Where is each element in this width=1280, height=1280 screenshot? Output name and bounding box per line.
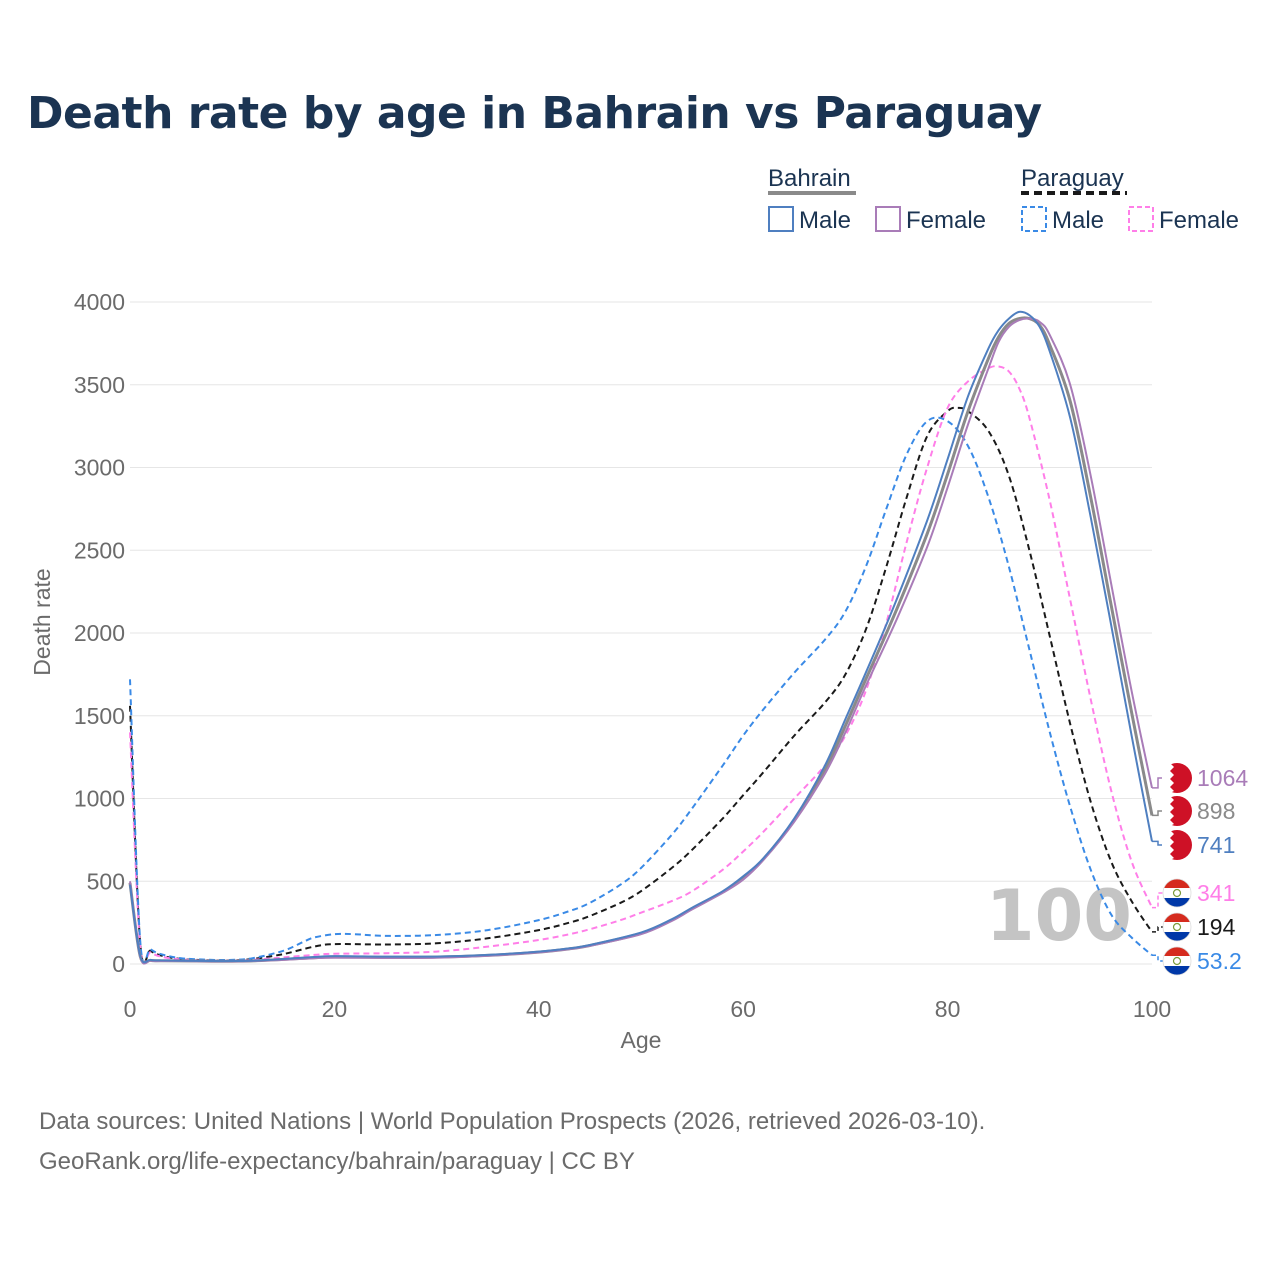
legend-swatch-paraguay-female xyxy=(1128,206,1154,232)
y-axis-ticks: 0 500 1000 1500 2000 2500 3000 3500 4000 xyxy=(74,289,125,977)
bahrain-flag-icon xyxy=(1162,763,1192,793)
x-tick-label: 0 xyxy=(124,996,137,1022)
end-label-value: 53.2 xyxy=(1197,948,1242,974)
series-lines xyxy=(128,310,1154,965)
paraguay-flag-icon xyxy=(1162,946,1192,976)
source-line: Data sources: United Nations | World Pop… xyxy=(39,1108,986,1135)
y-tick-label: 1500 xyxy=(74,703,125,729)
legend-group-label: Bahrain xyxy=(768,165,851,192)
end-label-value: 194 xyxy=(1197,914,1236,940)
y-tick-label: 4000 xyxy=(74,289,125,315)
y-tick-label: 2000 xyxy=(74,620,125,646)
legend-item-label: Female xyxy=(1159,207,1239,234)
y-tick-label: 3000 xyxy=(74,455,125,481)
series-line-paraguay-female xyxy=(129,365,1153,965)
end-label-connector xyxy=(1152,810,1164,817)
bahrain-flag-icon xyxy=(1162,796,1192,826)
legend-group-label: Paraguay xyxy=(1021,165,1124,192)
x-axis-label: Age xyxy=(621,1027,662,1053)
end-label-value: 1064 xyxy=(1197,765,1248,791)
paraguay-flag-icon xyxy=(1162,912,1192,942)
legend-swatch-bahrain-male xyxy=(768,206,794,232)
legend-item-label: Male xyxy=(1052,207,1104,234)
series-line-paraguay-male xyxy=(129,416,1153,964)
end-label-connector xyxy=(1152,840,1164,846)
series-line-bahrain-male xyxy=(129,310,1153,964)
x-axis-ticks: 0 20 40 60 80 100 xyxy=(124,996,1172,1022)
legend-swatch-bahrain-female xyxy=(875,206,901,232)
end-label-value: 341 xyxy=(1197,880,1235,906)
end-label-connector xyxy=(1152,777,1164,789)
page-title: Death rate by age in Bahrain vs Paraguay xyxy=(27,88,1042,139)
end-label-connector xyxy=(1152,892,1164,909)
legend-group-paraguay: Paraguay Male Female xyxy=(1021,165,1239,234)
series-line-bahrain-total xyxy=(128,316,1154,965)
y-tick-label: 2500 xyxy=(74,537,125,563)
x-tick-label: 60 xyxy=(730,996,756,1022)
y-tick-label: 500 xyxy=(87,868,125,894)
grid xyxy=(130,301,1152,965)
bahrain-flag-icon xyxy=(1162,830,1192,860)
attribution-line: GeoRank.org/life-expectancy/bahrain/para… xyxy=(39,1148,635,1175)
legend-group-bahrain: Bahrain Male Female xyxy=(768,165,986,234)
x-tick-label: 80 xyxy=(935,996,961,1022)
legend-item-label: Male xyxy=(799,207,851,234)
legend-swatch-paraguay-male xyxy=(1021,206,1047,232)
y-axis-label: Death rate xyxy=(29,568,55,675)
paraguay-flag-icon xyxy=(1162,878,1192,908)
legend-item-label: Female xyxy=(906,207,986,234)
end-label-connector xyxy=(1152,926,1164,933)
x-tick-label: 40 xyxy=(526,996,552,1022)
y-tick-label: 1000 xyxy=(74,786,125,812)
end-labels: 1064 898 741 341 194 53.2 xyxy=(1152,763,1248,976)
end-label-connector xyxy=(1152,954,1164,962)
legend: Bahrain Male Female Paraguay Male Female xyxy=(768,165,1239,234)
x-tick-label: 20 xyxy=(322,996,348,1022)
y-tick-label: 3500 xyxy=(74,372,125,398)
y-tick-label: 0 xyxy=(112,951,125,977)
age-watermark: 100 xyxy=(986,875,1132,957)
end-label-value: 741 xyxy=(1197,832,1235,858)
end-label-value: 898 xyxy=(1197,798,1235,824)
x-tick-label: 100 xyxy=(1133,996,1171,1022)
